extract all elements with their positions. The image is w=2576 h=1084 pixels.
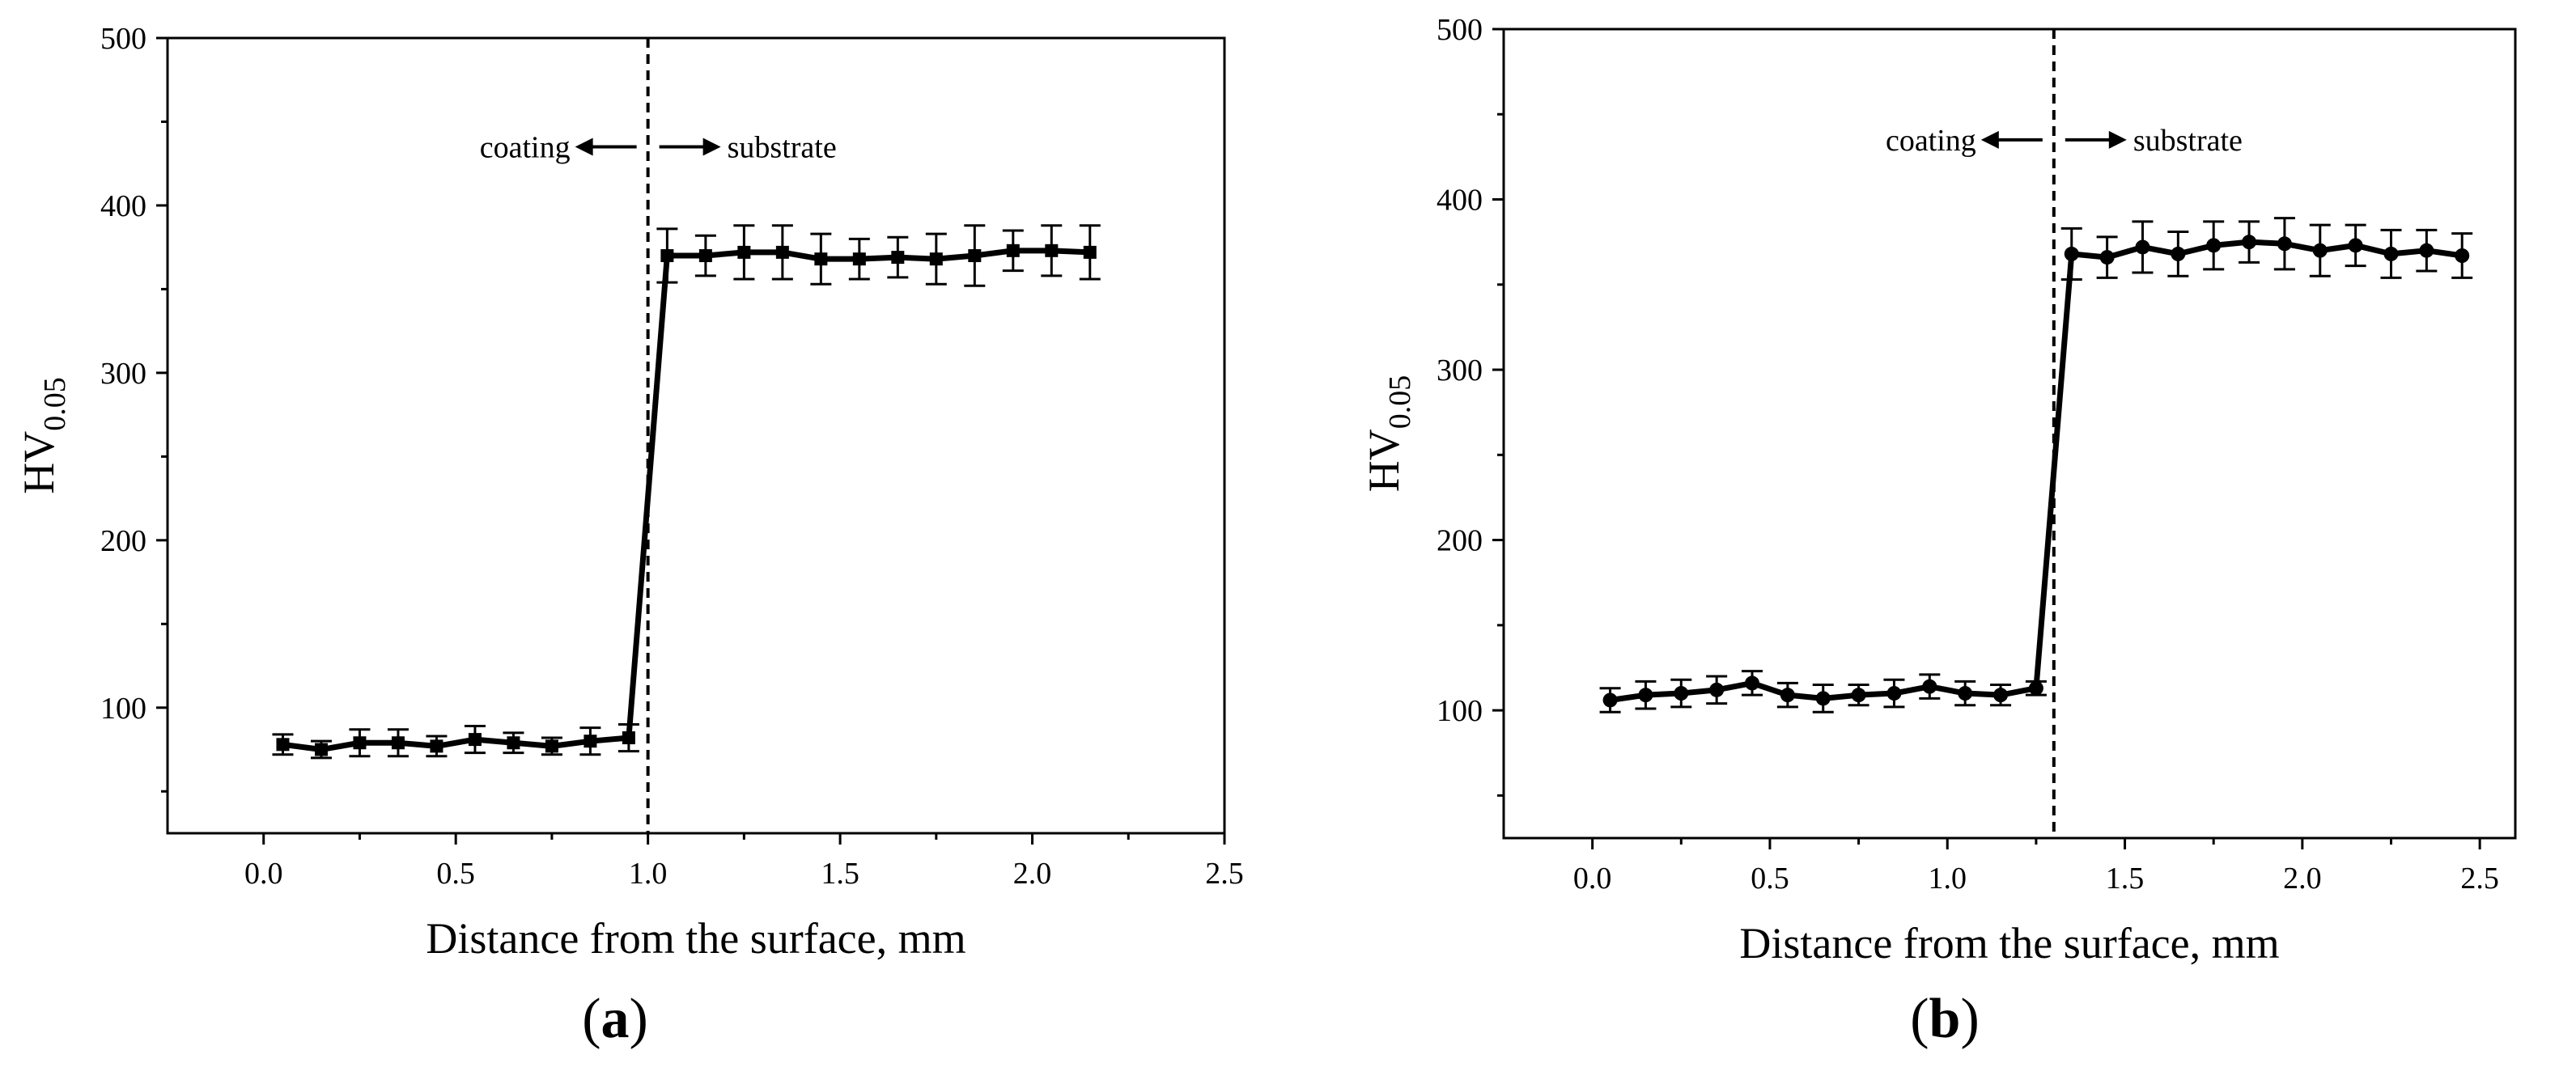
annotation-substrate: substrate xyxy=(2133,124,2243,158)
data-point xyxy=(2171,246,2186,261)
y-tick-label: 400 xyxy=(100,189,146,223)
y-tick-label: 200 xyxy=(100,524,146,558)
data-point xyxy=(2419,243,2434,258)
data-point xyxy=(314,743,328,756)
x-tick-label: 0.5 xyxy=(1751,862,1789,896)
x-axis-title: Distance from the surface, mm xyxy=(1739,919,2279,968)
data-point xyxy=(891,251,905,265)
arrow-right-head xyxy=(2108,130,2127,149)
x-tick-label: 2.5 xyxy=(1205,857,1244,891)
chart-panel-a: 100 200 300 400 500 0.0 0.5 1.0 1.5 2.0 2.5 Distanc… xyxy=(15,22,1244,1050)
data-point xyxy=(929,252,943,266)
y-tick-label: 500 xyxy=(1437,13,1483,47)
arrow-left-head xyxy=(1980,130,1999,149)
y-tick-label: 300 xyxy=(1437,354,1483,387)
data-point xyxy=(1045,243,1059,257)
data-point xyxy=(2277,236,2292,252)
y-tick-label: 200 xyxy=(1437,524,1483,558)
data-point xyxy=(353,736,367,750)
data-point xyxy=(1638,688,1653,703)
data-point xyxy=(1083,245,1097,259)
x-axis-title: Distance from the surface, mm xyxy=(426,914,965,963)
data-point xyxy=(1993,688,2009,703)
annotation-substrate: substrate xyxy=(728,131,837,165)
data-point xyxy=(2383,246,2399,261)
data-point xyxy=(1815,691,1831,706)
data-point xyxy=(1674,686,1689,701)
data-point xyxy=(660,249,674,263)
plot-frame xyxy=(166,36,1226,835)
data-point xyxy=(430,739,443,753)
data-point xyxy=(968,249,982,263)
y-axis-title-subscript: 0.05 xyxy=(1383,375,1417,430)
x-tick-label: 0.5 xyxy=(436,857,475,891)
chart-panel-b: 100 200 300 400 500 0.0 0.5 1.0 1.5 2.0 2.5 Distanc… xyxy=(1360,13,2517,1050)
y-axis-title: HV0.05 xyxy=(15,377,72,494)
y-axis-title-main: HV xyxy=(15,431,63,494)
data-point xyxy=(507,736,520,750)
data-point xyxy=(737,245,751,259)
data-point xyxy=(1922,679,1937,694)
data-point xyxy=(2206,238,2222,253)
data-point xyxy=(775,245,789,259)
data-point xyxy=(1709,682,1725,697)
data-point xyxy=(2028,680,2043,696)
data-point xyxy=(698,249,712,263)
data-point xyxy=(584,735,597,748)
data-point xyxy=(622,731,635,745)
series-line xyxy=(282,248,1090,753)
data-point xyxy=(2455,248,2470,263)
series-line xyxy=(1610,239,2463,703)
x-tick-label: 0.0 xyxy=(244,857,283,891)
data-point xyxy=(2064,246,2079,261)
x-tick-label: 1.5 xyxy=(2106,862,2145,896)
plot-frame xyxy=(1502,28,2517,840)
data-point xyxy=(1851,688,1866,703)
data-point xyxy=(1886,686,1902,701)
data-point xyxy=(276,738,290,752)
y-axis-title: HV0.05 xyxy=(1360,375,1417,493)
data-point xyxy=(2348,238,2363,253)
x-tick-label: 2.0 xyxy=(1013,857,1052,891)
data-point xyxy=(1602,692,1618,708)
y-tick-label: 500 xyxy=(100,22,146,56)
data-point xyxy=(2242,235,2257,250)
x-tick-label: 2.5 xyxy=(2460,862,2499,896)
y-axis-title-subscript: 0.05 xyxy=(38,377,72,431)
panel-label: (a) xyxy=(582,988,648,1050)
x-tick-label: 0.0 xyxy=(1573,862,1612,896)
y-tick-label: 300 xyxy=(100,357,146,391)
data-point xyxy=(1958,686,1973,701)
y-tick-label: 100 xyxy=(100,692,146,726)
x-tick-label: 1.0 xyxy=(1928,862,1967,896)
data-point xyxy=(391,736,405,750)
data-point xyxy=(1745,675,1760,691)
arrow-right-head xyxy=(702,138,721,156)
x-tick-label: 1.5 xyxy=(821,857,859,891)
data-point xyxy=(468,733,482,747)
data-point xyxy=(2135,239,2150,255)
annotation-coating: coating xyxy=(1886,124,1976,158)
x-tick-label: 2.0 xyxy=(2283,862,2322,896)
data-point xyxy=(852,252,866,266)
arrow-left-head xyxy=(575,138,593,156)
panel-label: (b) xyxy=(1910,988,1980,1050)
y-axis-title-main: HV xyxy=(1360,429,1408,492)
y-tick-label: 400 xyxy=(1437,184,1483,218)
data-point xyxy=(545,739,558,753)
y-tick-label: 100 xyxy=(1437,694,1483,728)
data-point xyxy=(1006,243,1020,257)
data-point xyxy=(2099,250,2115,265)
annotation-coating: coating xyxy=(480,131,571,165)
data-point xyxy=(2312,243,2328,258)
data-point xyxy=(1780,688,1795,703)
data-point xyxy=(814,252,828,266)
x-tick-label: 1.0 xyxy=(629,857,668,891)
